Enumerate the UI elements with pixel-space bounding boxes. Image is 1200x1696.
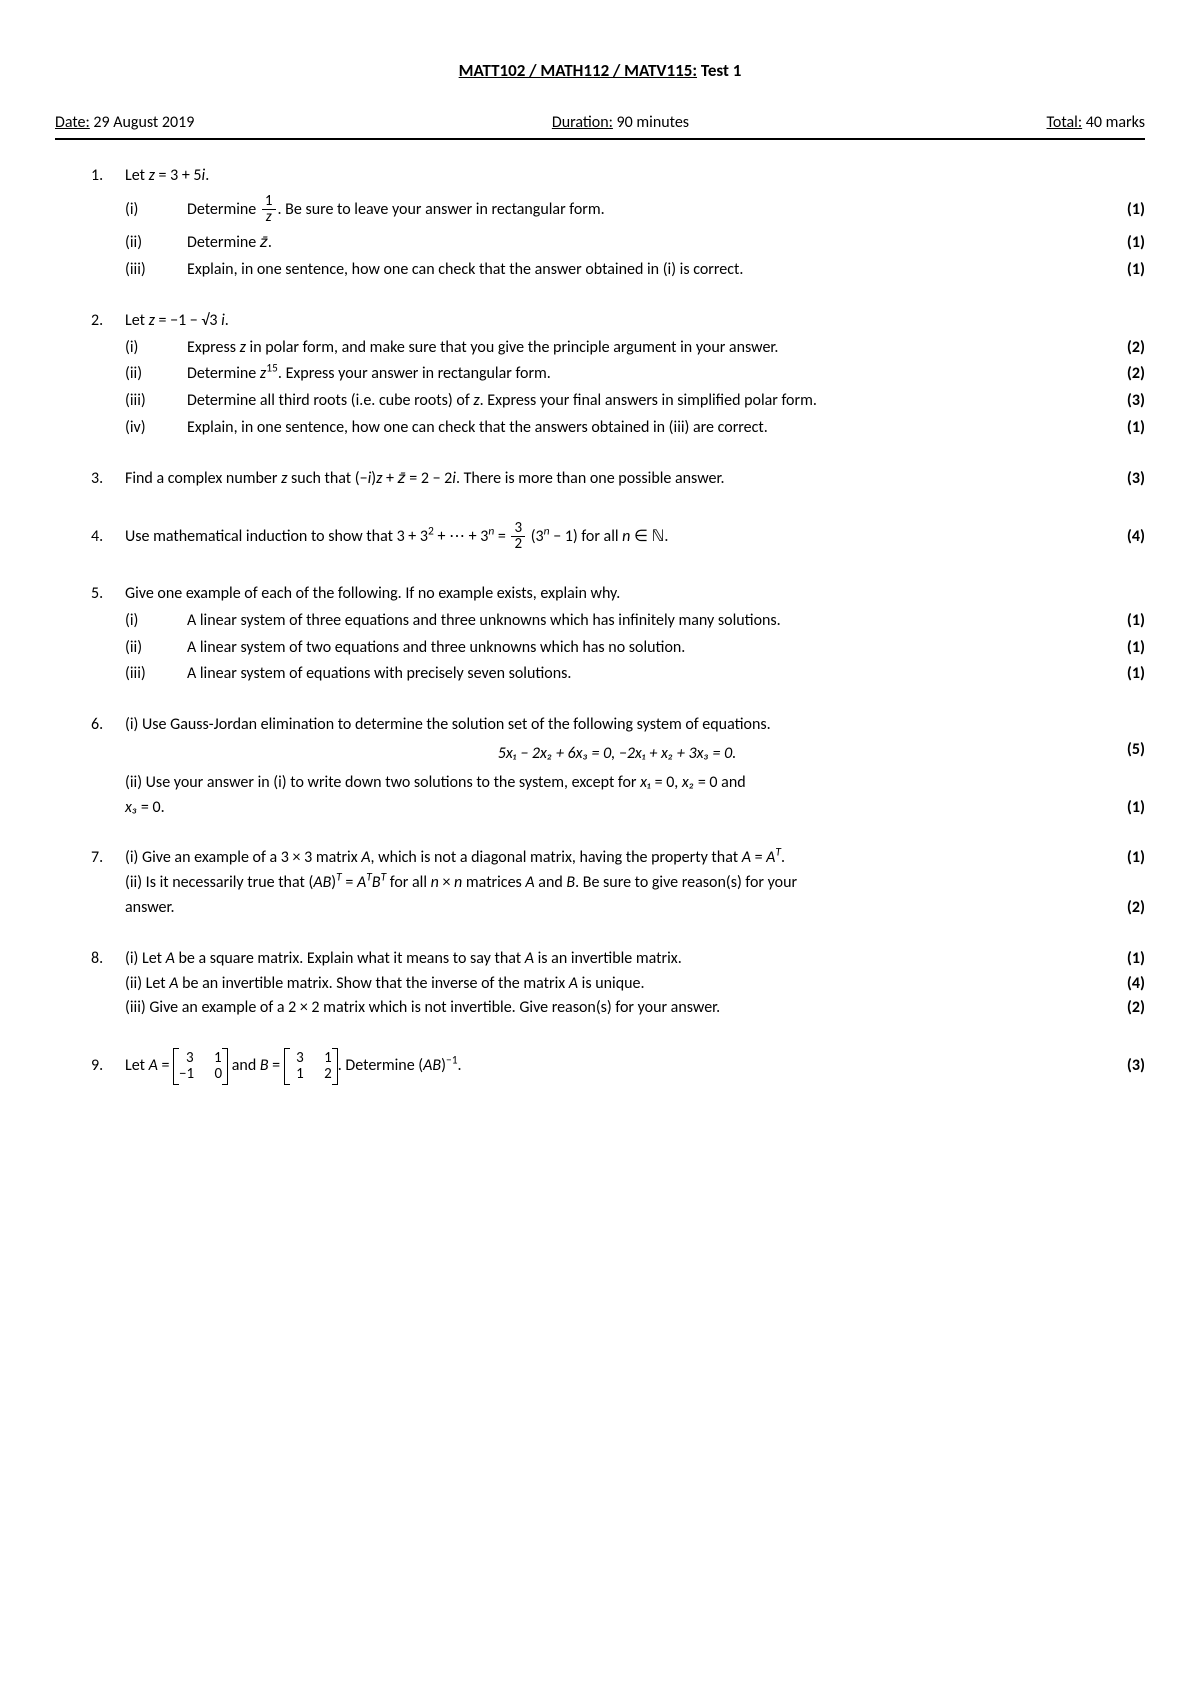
q7-i-marks: (1) [1109, 846, 1145, 871]
question-8: 8. (i) Let A be a square matrix. Explain… [91, 947, 1145, 1021]
q8-ii-text: (ii) Let A be an invertible matrix. Show… [125, 972, 1109, 997]
q1-stem: Let z = 3 + 5i. [125, 164, 1145, 189]
q2-i-num: (i) [125, 336, 187, 361]
q3-num: 3. [91, 467, 125, 492]
header-row: Date: 29 August 2019 Duration: 90 minute… [55, 113, 1145, 140]
q8-i-marks: (1) [1109, 947, 1145, 972]
q9-num: 9. [91, 1047, 125, 1085]
matrix-b: 3112 [284, 1050, 338, 1083]
q2-i-text: Express z in polar form, and make sure t… [187, 336, 1109, 361]
q5-ii-num: (ii) [125, 636, 187, 661]
q2-num: 2. [91, 309, 125, 334]
q6-eq: 5x₁ − 2x₂ + 6x₃ = 0, −2x₁ + x₂ + 3x₃ = 0… [125, 742, 1109, 767]
q7-ii-text2: answer. [125, 896, 1109, 921]
q7-i-text: (i) Give an example of a 3 × 3 matrix A,… [125, 846, 1109, 871]
q2-ii-text: Determine z15. Express your answer in re… [187, 362, 1109, 387]
title-underline: MATT102 / MATH112 / MATV115: [459, 60, 697, 81]
q6-ii-text2: x₃ = 0. [125, 796, 1109, 821]
q1-iii-num: (iii) [125, 258, 187, 283]
q1-i-text: Determine 1z. Be sure to leave your answ… [187, 191, 1109, 229]
total-value: 40 marks [1082, 113, 1145, 132]
q2-iii-num: (iii) [125, 389, 187, 414]
q5-i-text: A linear system of three equations and t… [187, 609, 1109, 634]
date-value: 29 August 2019 [90, 113, 195, 132]
q5-ii-text: A linear system of two equations and thr… [187, 636, 1109, 661]
q2-ii-marks: (2) [1109, 362, 1145, 387]
q5-iii-num: (iii) [125, 662, 187, 687]
header-duration: Duration: 90 minutes [552, 113, 689, 132]
q1-ii-text: Determine z̄. [187, 231, 1109, 256]
q5-iii-text: A linear system of equations with precis… [187, 662, 1109, 687]
q6-ii-marks: (1) [1109, 796, 1145, 821]
question-5: 5. Give one example of each of the follo… [91, 582, 1145, 687]
matrix-a: 31−10 [173, 1050, 228, 1083]
q3-marks: (3) [1109, 467, 1145, 492]
q7-ii-marks: (2) [1109, 896, 1145, 921]
q8-iii-text: (iii) Give an example of a 2 × 2 matrix … [125, 996, 1109, 1021]
q6-i-text: (i) Use Gauss-Jordan elimination to dete… [125, 713, 1145, 738]
duration-value: 90 minutes [613, 113, 689, 132]
q4-num: 4. [91, 518, 125, 556]
q3-text: Find a complex number z such that (−i)z … [125, 467, 1109, 492]
q5-stem: Give one example of each of the followin… [125, 582, 1145, 607]
q9-marks: (3) [1109, 1047, 1145, 1085]
q1-ii-num: (ii) [125, 231, 187, 256]
q2-iii-text: Determine all third roots (i.e. cube roo… [187, 389, 1109, 414]
total-label: Total: [1047, 113, 1083, 132]
question-3: 3. Find a complex number z such that (−i… [91, 467, 1145, 492]
question-7: 7. (i) Give an example of a 3 × 3 matrix… [91, 846, 1145, 920]
q2-iv-marks: (1) [1109, 416, 1145, 441]
q7-num: 7. [91, 846, 125, 871]
q5-num: 5. [91, 582, 125, 607]
q6-i-marks: (5) [1109, 738, 1145, 771]
header-total: Total: 40 marks [1047, 113, 1145, 132]
q6-ii-text: (ii) Use your answer in (i) to write dow… [125, 771, 1145, 796]
q2-ii-num: (ii) [125, 362, 187, 387]
q2-iv-num: (iv) [125, 416, 187, 441]
q1-iii-text: Explain, in one sentence, how one can ch… [187, 258, 1109, 283]
q2-iv-text: Explain, in one sentence, how one can ch… [187, 416, 1109, 441]
q4-text: Use mathematical induction to show that … [125, 518, 1109, 556]
q8-i-text: (i) Let A be a square matrix. Explain wh… [125, 947, 1109, 972]
q5-iii-marks: (1) [1109, 662, 1145, 687]
duration-label: Duration: [552, 113, 613, 132]
q2-stem: Let z = −1 − √3 i. [125, 309, 1145, 334]
q1-i-marks: (1) [1109, 191, 1145, 229]
question-9: 9. Let A = 31−10 and B = 3112. Determine… [91, 1047, 1145, 1085]
question-1: 1. Let z = 3 + 5i. (i) Determine 1z. Be … [91, 164, 1145, 283]
q1-iii-marks: (1) [1109, 258, 1145, 283]
q4-marks: (4) [1109, 518, 1145, 556]
q9-text: Let A = 31−10 and B = 3112. Determine (A… [125, 1047, 1109, 1085]
title-rest: Test 1 [697, 60, 741, 81]
q1-num: 1. [91, 164, 125, 189]
q2-iii-marks: (3) [1109, 389, 1145, 414]
q1-ii-marks: (1) [1109, 231, 1145, 256]
question-6: 6. (i) Use Gauss-Jordan elimination to d… [91, 713, 1145, 820]
q6-num: 6. [91, 713, 125, 738]
q8-num: 8. [91, 947, 125, 972]
page-title: MATT102 / MATH112 / MATV115: Test 1 [55, 60, 1145, 81]
question-2: 2. Let z = −1 − √3 i. (i) Express z in p… [91, 309, 1145, 441]
q8-ii-marks: (4) [1109, 972, 1145, 997]
questions: 1. Let z = 3 + 5i. (i) Determine 1z. Be … [55, 164, 1145, 1086]
header-date: Date: 29 August 2019 [55, 113, 194, 132]
q5-ii-marks: (1) [1109, 636, 1145, 661]
q2-i-marks: (2) [1109, 336, 1145, 361]
q7-ii-text: (ii) Is it necessarily true that (AB)T =… [125, 871, 1145, 896]
q5-i-marks: (1) [1109, 609, 1145, 634]
q5-i-num: (i) [125, 609, 187, 634]
q8-iii-marks: (2) [1109, 996, 1145, 1021]
q1-i-num: (i) [125, 191, 187, 229]
date-label: Date: [55, 113, 90, 132]
question-4: 4. Use mathematical induction to show th… [91, 518, 1145, 556]
